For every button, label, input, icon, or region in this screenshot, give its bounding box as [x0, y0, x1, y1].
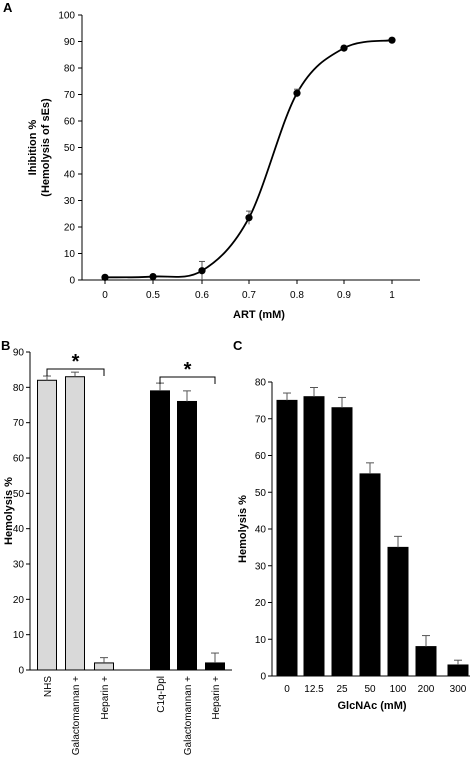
x-tick-label-b: Heparin +	[211, 676, 222, 720]
y-tick-label-c: 0	[260, 672, 266, 683]
y-tick-label-b: 90	[13, 348, 25, 359]
y-tick-label-b: 10	[13, 630, 25, 641]
x-tick-label-a: 0.7	[242, 290, 256, 301]
y-tick-label-c: 10	[255, 635, 267, 646]
data-point-a	[198, 267, 206, 275]
y-tick-label-a: 30	[64, 196, 76, 207]
bar-c	[387, 546, 409, 677]
y-tick-label-c: 50	[255, 488, 267, 499]
data-point-a	[245, 214, 253, 222]
y-tick-label-a: 70	[64, 90, 76, 101]
x-tick-label-a: 0.8	[290, 290, 304, 301]
x-tick-label-b: C1q-Dpl	[156, 676, 167, 713]
x-tick-label-c: 25	[336, 684, 348, 695]
x-tick-label-a: 1	[389, 290, 395, 301]
y-tick-label-c: 30	[255, 561, 267, 572]
bar-c	[359, 473, 381, 677]
data-point-a	[388, 36, 396, 44]
panel-label-b: B	[1, 338, 10, 353]
x-tick-label-c: 0	[284, 684, 290, 695]
y-tick-label-a: 50	[64, 143, 76, 154]
x-tick-label-b: Galactomannan +	[71, 676, 82, 755]
bar-c	[447, 664, 469, 677]
x-tick-label-c: 300	[450, 684, 467, 695]
x-axis-label-c: GlcNAc (mM)	[337, 700, 406, 712]
bar-b	[94, 662, 114, 671]
data-point-a	[293, 89, 301, 97]
y-tick-label-c: 20	[255, 598, 267, 609]
x-tick-label-c: 50	[364, 684, 376, 695]
x-tick-label-a: 0	[102, 290, 108, 301]
panel-c-bar-chart: C 0 10 20 30 40 50 60 70 80 0 12.5 25 50 100 200 300 Hemo…	[233, 338, 470, 712]
panel-label-a: A	[3, 0, 13, 15]
data-point-a	[101, 273, 109, 281]
x-tick-label-a: 0.6	[195, 290, 209, 301]
y-tick-label-b: 60	[13, 454, 25, 465]
panel-a-line-chart: A 0 10 20 30 40 50 60 70 80 90 100 0 0.5 0.6 0.7 0.8 0.9 1…	[3, 0, 420, 321]
x-axis-label-a: ART (mM)	[233, 309, 285, 321]
panel-label-c: C	[233, 338, 243, 353]
y-tick-label-b: 70	[13, 418, 25, 429]
y-tick-label-a: 80	[64, 64, 76, 75]
y-axis-label-b: Hemolysis %	[3, 477, 15, 545]
y-axis-label-c: Hemolysis %	[237, 495, 249, 563]
y-tick-label-a: 60	[64, 117, 76, 128]
data-point-a	[340, 44, 348, 52]
significance-star-b: *	[184, 359, 192, 381]
x-tick-label-b: Heparin +	[100, 676, 111, 720]
y-tick-label-b: 80	[13, 383, 25, 394]
x-tick-label-a: 0.5	[146, 290, 160, 301]
y-tick-label-c: 40	[255, 525, 267, 536]
y-axis-label-a-line1: Ihibition %	[27, 119, 39, 175]
y-tick-label-b: 20	[13, 595, 25, 606]
significance-bracket-b	[46, 368, 105, 376]
y-tick-label-b: 50	[13, 489, 25, 500]
y-tick-label-c: 70	[255, 414, 267, 425]
x-tick-label-a: 0.9	[337, 290, 351, 301]
bar-c	[415, 646, 437, 677]
x-tick-label-b: NHS	[43, 676, 54, 697]
significance-star-b: *	[72, 351, 80, 373]
y-tick-label-a: 20	[64, 223, 76, 234]
bar-b	[65, 376, 85, 671]
bar-c	[303, 396, 325, 677]
y-tick-label-a: 0	[69, 276, 75, 287]
x-tick-label-c: 100	[390, 684, 407, 695]
y-tick-label-b: 0	[18, 666, 24, 677]
y-tick-label-c: 80	[255, 378, 267, 389]
bar-b	[205, 662, 225, 671]
series-line-a	[104, 39, 393, 279]
bar-c	[331, 407, 353, 677]
y-tick-label-b: 40	[13, 524, 25, 535]
data-point-a	[149, 272, 157, 281]
x-tick-label-c: 12.5	[304, 684, 324, 695]
bar-c	[276, 399, 298, 677]
y-tick-label-b: 30	[13, 560, 25, 571]
y-tick-label-a: 90	[64, 37, 76, 48]
panel-b-bar-chart: B 0 10 20 30 40 50 60 70 80 90 NHS Galactomannan + He…	[1, 338, 232, 755]
bar-b	[37, 379, 57, 671]
significance-bracket-b	[159, 376, 216, 384]
x-tick-label-b: Galactomannan +	[183, 676, 194, 755]
y-tick-label-a: 10	[64, 249, 76, 260]
y-axis-label-a-line2: (Hemolysis of sEs)	[40, 98, 52, 197]
bar-b	[177, 400, 197, 671]
y-tick-label-a: 40	[64, 170, 76, 181]
y-tick-label-c: 60	[255, 451, 267, 462]
bar-b	[150, 390, 170, 671]
y-tick-label-a: 100	[58, 11, 75, 22]
x-tick-label-c: 200	[418, 684, 435, 695]
